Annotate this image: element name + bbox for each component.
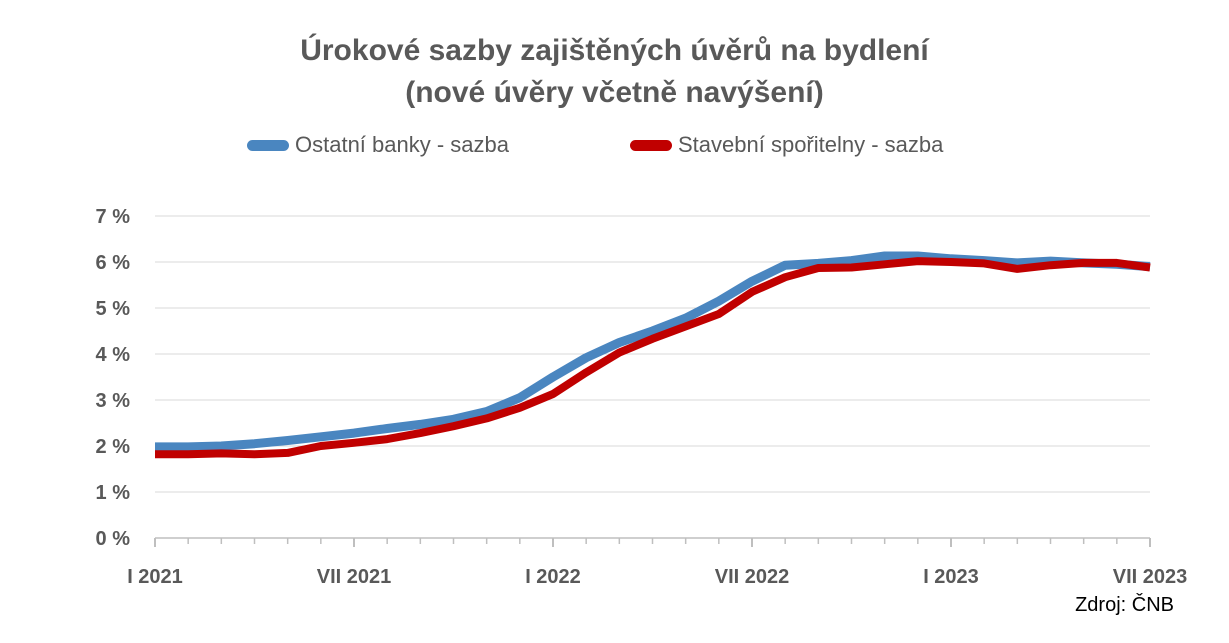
legend: Ostatní banky - sazba Stavební spořiteln…: [0, 132, 1229, 162]
y-tick-label: 7 %: [96, 206, 131, 228]
legend-item-stavebni-sporitelny: Stavební spořitelny - sazba: [630, 132, 943, 158]
x-tick-label: VII 2023: [1113, 566, 1188, 588]
source-note: Zdroj: ČNB: [1075, 594, 1174, 616]
x-axis: I 2021 VII 2021 I 2022 VII 2022 I 2023 VII 20…: [127, 537, 1188, 588]
legend-label-ostatni-banky: Ostatní banky - sazba: [295, 132, 509, 157]
x-tick-label: I 2022: [525, 566, 581, 588]
legend-swatch-stavebni-sporitelny: [630, 139, 672, 151]
x-tick-label: I 2023: [923, 566, 979, 588]
x-tick-label: VII 2022: [715, 566, 790, 588]
x-tick-label: VII 2021: [317, 566, 392, 588]
y-tick-label: 0 %: [96, 528, 131, 550]
series-lines: [155, 251, 1151, 459]
x-tick-label: I 2021: [127, 566, 183, 588]
y-tick-label: 2 %: [96, 436, 131, 458]
chart-subtitle: (nové úvěry včetně navýšení): [405, 76, 824, 109]
legend-swatch-ostatni-banky: [247, 139, 289, 151]
y-tick-label: 6 %: [96, 252, 131, 274]
y-tick-label: 1 %: [96, 482, 131, 504]
legend-label-stavebni-sporitelny: Stavební spořitelny - sazba: [678, 132, 944, 157]
series-line-ostatni-banky: [155, 251, 1151, 452]
chart-title: Úrokové sazby zajištěných úvěrů na bydle…: [0, 30, 1229, 114]
y-axis-ticks: 0 % 1 % 2 % 3 % 4 % 5 % 6 % 7 %: [96, 206, 131, 550]
series-line-stavebni-sporitelny: [155, 257, 1151, 459]
chart-title-line1: Úrokové sazby zajištěných úvěrů na bydle…: [300, 34, 929, 67]
legend-item-ostatni-banky: Ostatní banky - sazba: [247, 132, 509, 158]
y-tick-label: 5 %: [96, 298, 131, 320]
y-tick-label: 3 %: [96, 390, 131, 412]
y-tick-label: 4 %: [96, 344, 131, 366]
